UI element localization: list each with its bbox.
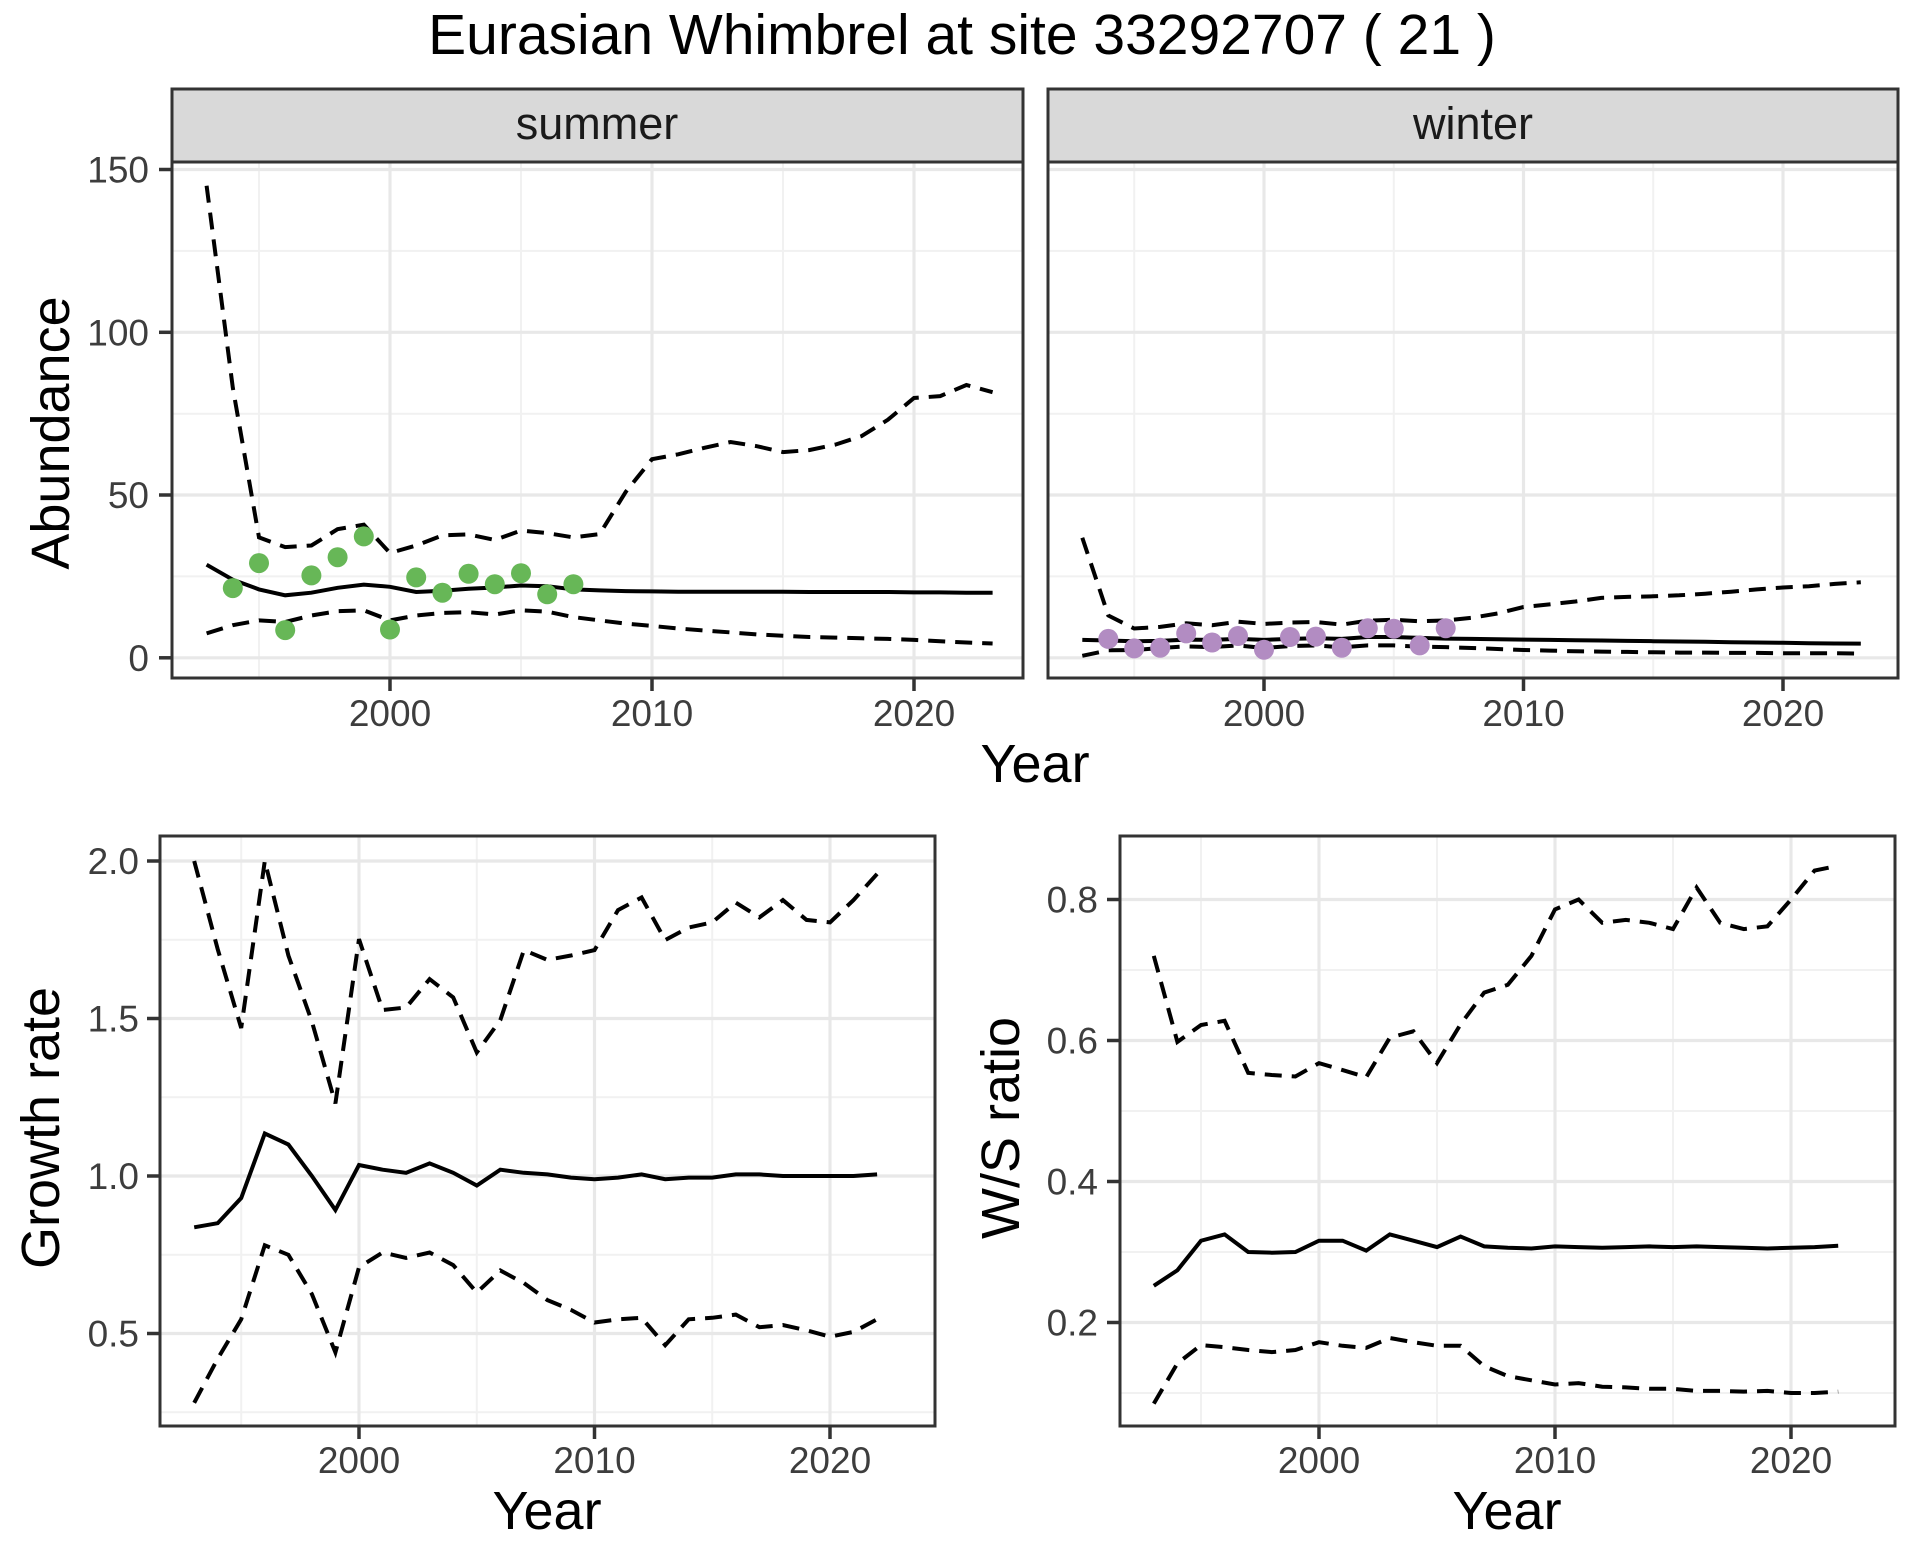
svg-text:2020: 2020 bbox=[789, 1440, 871, 1481]
svg-text:2.0: 2.0 bbox=[88, 841, 139, 882]
svg-text:Year: Year bbox=[980, 734, 1089, 794]
svg-text:summer: summer bbox=[516, 98, 679, 149]
svg-text:Year: Year bbox=[492, 1481, 601, 1541]
svg-text:2000: 2000 bbox=[1223, 693, 1305, 734]
svg-text:Abundance: Abundance bbox=[21, 296, 81, 569]
svg-text:50: 50 bbox=[108, 475, 149, 516]
svg-text:2010: 2010 bbox=[1482, 693, 1564, 734]
svg-text:0.4: 0.4 bbox=[1047, 1162, 1098, 1203]
svg-text:1.0: 1.0 bbox=[88, 1156, 139, 1197]
svg-text:2020: 2020 bbox=[1750, 1440, 1832, 1481]
svg-text:0: 0 bbox=[128, 638, 149, 679]
svg-text:2020: 2020 bbox=[1742, 693, 1824, 734]
svg-text:0.6: 0.6 bbox=[1047, 1021, 1098, 1062]
svg-text:W/S ratio: W/S ratio bbox=[971, 1017, 1031, 1239]
svg-text:Eurasian Whimbrel at site 3329: Eurasian Whimbrel at site 33292707 ( 21 … bbox=[428, 3, 1496, 67]
svg-text:0.5: 0.5 bbox=[88, 1314, 139, 1355]
svg-text:2000: 2000 bbox=[318, 1440, 400, 1481]
svg-text:2010: 2010 bbox=[1514, 1440, 1596, 1481]
svg-text:Year: Year bbox=[1452, 1481, 1561, 1541]
svg-text:2020: 2020 bbox=[873, 693, 955, 734]
svg-text:winter: winter bbox=[1412, 98, 1533, 149]
svg-text:2000: 2000 bbox=[1278, 1440, 1360, 1481]
svg-text:150: 150 bbox=[87, 150, 149, 191]
svg-text:2010: 2010 bbox=[611, 693, 693, 734]
svg-text:Growth rate: Growth rate bbox=[11, 987, 71, 1269]
svg-text:2000: 2000 bbox=[349, 693, 431, 734]
svg-text:1.5: 1.5 bbox=[88, 999, 139, 1040]
svg-text:0.2: 0.2 bbox=[1047, 1303, 1098, 1344]
svg-text:0.8: 0.8 bbox=[1047, 880, 1098, 921]
svg-text:100: 100 bbox=[87, 312, 149, 353]
svg-text:2010: 2010 bbox=[553, 1440, 635, 1481]
